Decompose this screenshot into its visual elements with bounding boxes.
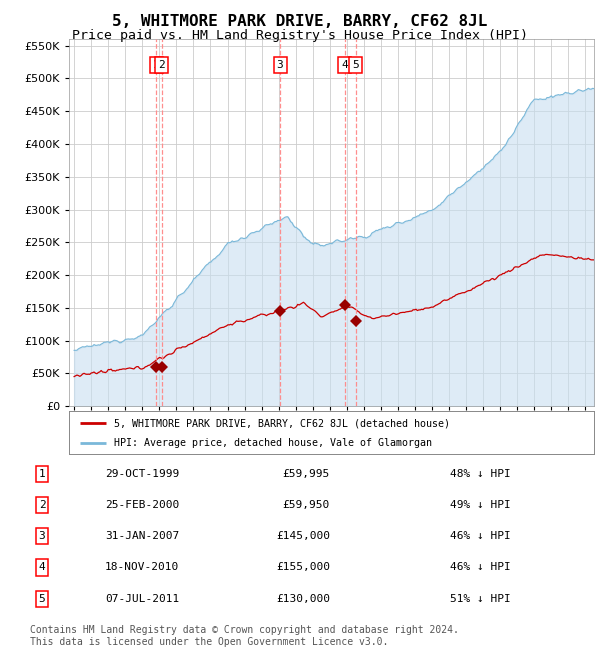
Text: 29-OCT-1999: 29-OCT-1999	[105, 469, 179, 479]
Text: £145,000: £145,000	[276, 531, 330, 541]
Text: 49% ↓ HPI: 49% ↓ HPI	[450, 500, 511, 510]
Text: 5, WHITMORE PARK DRIVE, BARRY, CF62 8JL (detached house): 5, WHITMORE PARK DRIVE, BARRY, CF62 8JL …	[113, 419, 449, 428]
Text: HPI: Average price, detached house, Vale of Glamorgan: HPI: Average price, detached house, Vale…	[113, 438, 431, 448]
Text: £155,000: £155,000	[276, 562, 330, 573]
Text: 1: 1	[38, 469, 46, 479]
Text: 51% ↓ HPI: 51% ↓ HPI	[450, 593, 511, 604]
Text: 25-FEB-2000: 25-FEB-2000	[105, 500, 179, 510]
Text: 48% ↓ HPI: 48% ↓ HPI	[450, 469, 511, 479]
Text: 2: 2	[38, 500, 46, 510]
Text: Price paid vs. HM Land Registry's House Price Index (HPI): Price paid vs. HM Land Registry's House …	[72, 29, 528, 42]
Text: 5: 5	[38, 593, 46, 604]
Text: 18-NOV-2010: 18-NOV-2010	[105, 562, 179, 573]
Text: 07-JUL-2011: 07-JUL-2011	[105, 593, 179, 604]
Text: 31-JAN-2007: 31-JAN-2007	[105, 531, 179, 541]
Text: 4: 4	[38, 562, 46, 573]
Text: £59,995: £59,995	[283, 469, 330, 479]
Text: 5, WHITMORE PARK DRIVE, BARRY, CF62 8JL: 5, WHITMORE PARK DRIVE, BARRY, CF62 8JL	[112, 14, 488, 29]
Text: Contains HM Land Registry data © Crown copyright and database right 2024.
This d: Contains HM Land Registry data © Crown c…	[30, 625, 459, 647]
Text: £130,000: £130,000	[276, 593, 330, 604]
Text: 5: 5	[352, 60, 359, 70]
Text: 3: 3	[38, 531, 46, 541]
Text: 1: 1	[153, 60, 160, 70]
Text: 3: 3	[277, 60, 283, 70]
Text: 4: 4	[341, 60, 348, 70]
Text: £59,950: £59,950	[283, 500, 330, 510]
Text: 46% ↓ HPI: 46% ↓ HPI	[450, 562, 511, 573]
Text: 46% ↓ HPI: 46% ↓ HPI	[450, 531, 511, 541]
Text: 2: 2	[158, 60, 165, 70]
